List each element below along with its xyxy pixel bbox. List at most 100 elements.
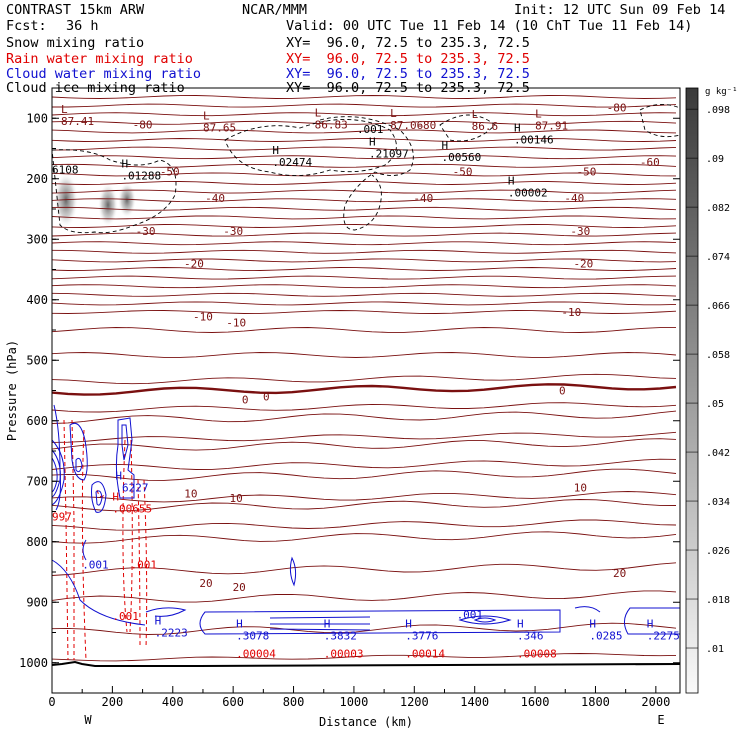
isotherm-line xyxy=(51,410,677,424)
cloud-water-contour xyxy=(95,490,103,506)
cloud-water-contour xyxy=(624,607,680,635)
colorbar-tick-label: .09 xyxy=(706,154,724,165)
cloud-water-contour xyxy=(458,615,512,625)
y-tick-label: 400 xyxy=(26,293,48,307)
y-axis-title: Pressure (hPa) xyxy=(5,340,19,441)
isotherm-line xyxy=(51,327,676,333)
snow-blob xyxy=(98,183,118,227)
cloud-water-contour xyxy=(574,606,601,613)
isotherm-line xyxy=(51,241,677,246)
extremum-marker: L xyxy=(203,109,210,122)
isotherm-label: -40 xyxy=(564,192,584,205)
extremum-value: .00560 xyxy=(441,151,481,164)
isotherm-line xyxy=(51,172,677,177)
isotherm-line xyxy=(51,181,677,185)
isotherm-line xyxy=(51,352,677,358)
colorbar-tick-label: .018 xyxy=(706,595,730,606)
isotherm-line xyxy=(51,499,677,512)
x-tick-label: 1000 xyxy=(339,695,368,709)
cloud-water-contours xyxy=(51,404,680,635)
colorbar-tick-label: .034 xyxy=(706,497,730,508)
isotherm-label: -20 xyxy=(184,257,204,270)
isotherm-label: -30 xyxy=(223,225,243,238)
isotherm-label: 20 xyxy=(613,567,626,580)
y-tick-label: 700 xyxy=(26,474,48,488)
isotherm-line xyxy=(51,301,677,306)
isotherm-label: -80 xyxy=(133,118,153,131)
cloud-water-contour xyxy=(75,457,83,473)
temperature-contours xyxy=(51,95,677,662)
colorbar-tick-label: .074 xyxy=(706,252,730,263)
isotherm-line xyxy=(51,438,677,451)
y-tick-label: 800 xyxy=(26,535,48,549)
cloud-water-contour xyxy=(289,556,297,587)
extremum-marker: H xyxy=(514,121,521,134)
extremum-marker: L xyxy=(535,107,542,120)
contour-value-label: .001 xyxy=(457,608,484,621)
y-tick-label: 500 xyxy=(26,353,48,367)
isotherm-line xyxy=(51,198,677,203)
isotherm-line xyxy=(52,103,677,108)
rain-contour xyxy=(137,479,141,649)
colorbar-ramp xyxy=(685,87,699,694)
isotherm-line xyxy=(51,163,677,168)
extremum-marker: H xyxy=(647,617,654,630)
isotherm-label: 0 xyxy=(559,385,566,398)
extremum-marker: H xyxy=(112,490,119,503)
x-tick-label: 1800 xyxy=(581,695,610,709)
rain-contour xyxy=(81,429,87,661)
extremum-marker: H xyxy=(508,175,515,188)
contour-value-label: .00014 xyxy=(405,648,445,661)
x-tick-label: 1400 xyxy=(460,695,489,709)
extremum-marker: H xyxy=(441,139,448,152)
snow-blob xyxy=(118,182,136,218)
extremum-value: .0285 xyxy=(589,629,622,642)
cloud-ice-contour xyxy=(51,149,177,234)
colorbar-tick-label: .026 xyxy=(706,546,730,557)
axes: 0 200 400 600 800 1000 1200 1400 1600 1800 2000100… xyxy=(5,87,681,729)
extremum-value: 86.6 xyxy=(472,120,499,133)
colorbar-tick-label: .098 xyxy=(706,105,730,116)
isotherm-label: -40 xyxy=(413,192,433,205)
isotherm-label: 10 xyxy=(184,487,197,500)
extremum-value: .00655 xyxy=(112,502,152,515)
x-axis-title: Distance (km) xyxy=(319,715,413,729)
colorbar-unit: g kg⁻¹ xyxy=(705,87,738,97)
org-label: NCAR/MMM xyxy=(242,2,308,18)
fcst-value: 36 h xyxy=(66,18,99,34)
isotherm-line xyxy=(51,224,677,228)
cloud-water-contour xyxy=(82,539,87,561)
extremum-marker: H xyxy=(115,469,122,482)
extremum-marker: L xyxy=(472,108,479,121)
extremum-marker: H xyxy=(236,617,243,630)
extremum-marker: H xyxy=(324,617,331,630)
isotherm-line xyxy=(51,653,677,662)
cloud-water-contour xyxy=(51,449,61,498)
x-tick-label: 2000 xyxy=(641,695,670,709)
isotherm-line xyxy=(51,267,677,271)
isotherm-label: -10 xyxy=(226,317,246,330)
contour-value-label: .001 xyxy=(131,559,158,572)
isotherm-line xyxy=(51,258,677,263)
isotherm-label: -20 xyxy=(573,257,593,270)
fcst-label: Fcst: xyxy=(6,18,47,34)
field-cloudwater-xy: XY= 96.0, 72.5 to 235.3, 72.5 xyxy=(286,66,530,82)
colorbar-tick-label: .042 xyxy=(706,448,730,459)
extremum-value: .2275 xyxy=(647,629,680,642)
y-tick-label: 900 xyxy=(26,595,48,609)
field-rain-xy: XY= 96.0, 72.5 to 235.3, 72.5 xyxy=(286,51,530,67)
isotherm-line xyxy=(51,373,677,385)
isotherm-label: -30 xyxy=(136,225,156,238)
extremum-marker: H xyxy=(405,617,412,630)
extremum-value: .02474 xyxy=(272,156,312,169)
isotherm-line xyxy=(51,138,677,142)
colorbar-tick-label: .082 xyxy=(706,203,730,214)
colorbar-tick-label: .01 xyxy=(706,644,724,655)
isotherm-label: 20 xyxy=(233,581,246,594)
colorbar-tick-label: .058 xyxy=(706,350,730,361)
extremum-marker: H xyxy=(517,617,524,630)
contour-value-label: .001 xyxy=(112,610,139,623)
isotherm-line xyxy=(51,112,677,117)
isotherm-label: 10 xyxy=(230,492,243,505)
